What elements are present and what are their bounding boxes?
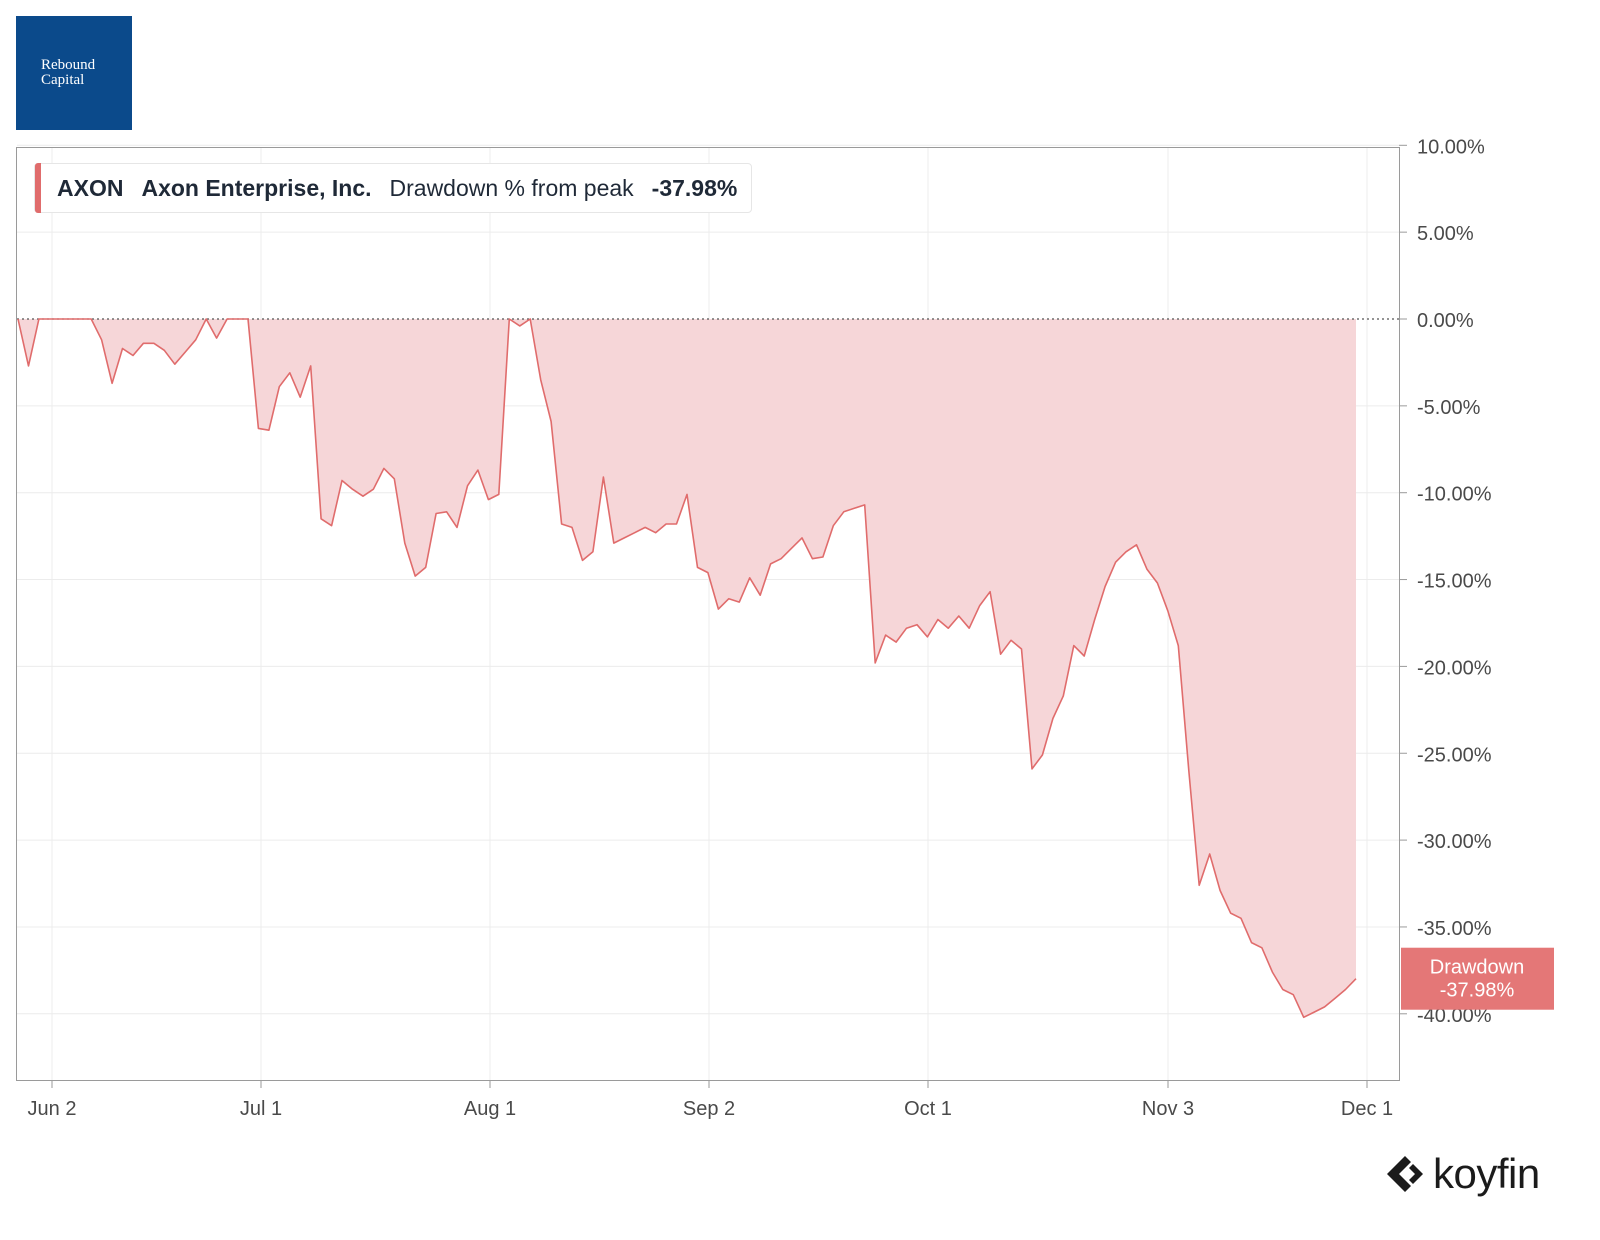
y-tick-label: -25.00% (1417, 744, 1492, 766)
x-tick-label: Nov 3 (1142, 1098, 1194, 1120)
koyfin-wordmark: koyfin (1433, 1150, 1540, 1197)
x-tick-label: Jul 1 (240, 1098, 282, 1120)
legend-swatch (35, 163, 41, 213)
series-fill (18, 319, 1356, 1018)
y-tick-label: -20.00% (1417, 657, 1492, 679)
y-tick-label: 10.00% (1417, 136, 1485, 158)
x-tick-label: Oct 1 (904, 1098, 952, 1120)
y-tick-label: 0.00% (1417, 310, 1474, 332)
x-tick-label: Dec 1 (1341, 1098, 1393, 1120)
y-tick-label: -40.00% (1417, 1005, 1492, 1027)
y-tick-label: -5.00% (1417, 397, 1481, 419)
logo-line-1: Rebound (41, 57, 96, 73)
legend-ticker: AXON (57, 174, 124, 201)
y-tick-label: -15.00% (1417, 571, 1492, 593)
drawdown-area (17, 318, 1399, 1019)
price-tag-value: -37.98% (1440, 980, 1515, 1002)
legend-value: -37.98% (651, 174, 738, 201)
y-tick-label: -10.00% (1417, 484, 1492, 506)
series-line (17, 318, 1357, 1019)
koyfin-logo-icon (1387, 1156, 1423, 1192)
x-tick-label: Aug 1 (464, 1098, 516, 1120)
legend-metric: Drawdown % from peak (389, 174, 634, 201)
price-tag-label: Drawdown (1430, 957, 1524, 979)
x-tick-label: Jun 2 (28, 1098, 77, 1120)
x-tick-label: Sep 2 (683, 1098, 735, 1120)
x-axis: Jun 2 Jul 1 Aug 1 Sep 2 Oct 1 Nov 3 Dec 1 (28, 1080, 1393, 1120)
price-tag-box (1401, 947, 1554, 1010)
y-tick-label: 5.00% (1417, 223, 1474, 245)
rebound-capital-logo: Rebound Capital (16, 16, 132, 130)
logo-line-2: Capital (41, 72, 85, 88)
y-axis: 10.00% 5.00% 0.00% -5.00% -10.00% -15.00% -20.… (1399, 136, 1492, 1027)
y-tick-label: -35.00% (1417, 918, 1492, 940)
plot-frame (16, 147, 1400, 1081)
price-tag: Drawdown-37.98% (1401, 947, 1554, 1010)
legend-company: Axon Enterprise, Inc. (141, 174, 372, 201)
legend: AXON Axon Enterprise, Inc. Drawdown % fr… (34, 163, 753, 213)
koyfin-watermark: koyfin (1383, 1150, 1540, 1198)
y-tick-label: -30.00% (1417, 831, 1492, 853)
